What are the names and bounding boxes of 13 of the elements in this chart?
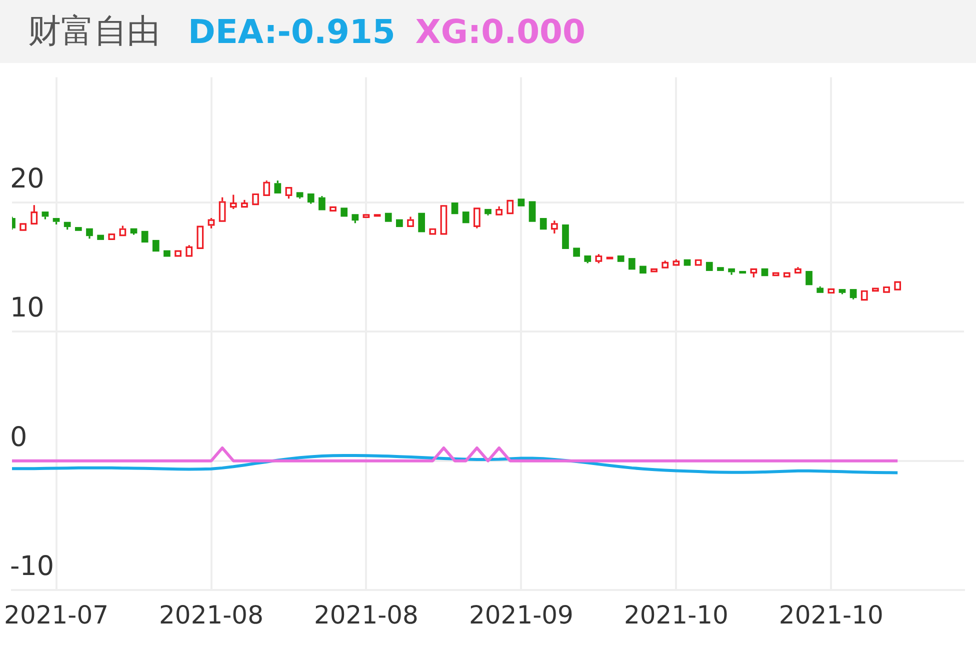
x-tick-label: 2021-07 bbox=[4, 600, 109, 630]
x-tick-label: 2021-10 bbox=[624, 600, 728, 630]
y-tick-label: -10 bbox=[10, 551, 54, 582]
y-tick-label: 20 bbox=[10, 164, 44, 195]
x-tick-label: 2021-08 bbox=[314, 600, 418, 630]
text: XG:0.000 bbox=[415, 12, 586, 51]
y-tick-label: 10 bbox=[10, 292, 44, 324]
x-tick-label: 2021-09 bbox=[468, 600, 574, 630]
chart-title: 财富自由 bbox=[28, 10, 160, 52]
text: DEA:-0.915 bbox=[188, 12, 396, 51]
x-tick-label: 2021-08 bbox=[159, 600, 264, 630]
x-tick-label: 2021-10 bbox=[778, 600, 884, 630]
y-tick-label: 0 bbox=[10, 422, 28, 453]
